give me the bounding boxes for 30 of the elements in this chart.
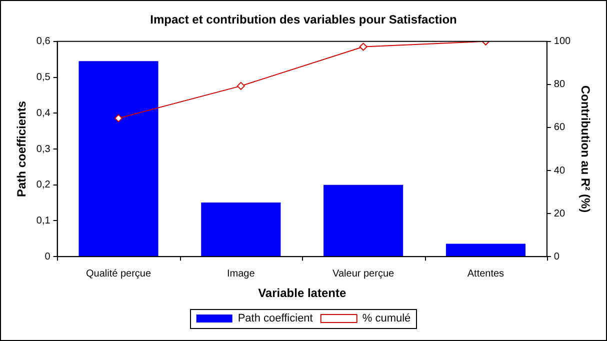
x-tick-label: Qualité perçue <box>86 268 152 280</box>
y-tick-label: 0,1 <box>36 215 51 226</box>
x-tick-label: Attentes <box>467 268 504 280</box>
y-tick-label: 0 <box>44 251 51 262</box>
bar <box>446 244 526 256</box>
y-tick-label: 0,4 <box>36 108 51 119</box>
legend-label: % cumulé <box>362 312 411 325</box>
point <box>236 82 245 90</box>
x-axis-title: Variable latente <box>258 286 346 300</box>
y2-tick-label: 100 <box>554 36 572 48</box>
y2-tick-label: 20 <box>554 208 566 220</box>
y-axis-title: Path coefficients <box>14 100 29 198</box>
y-tick-label: 0,6 <box>36 36 51 48</box>
y2-tick-label: 0 <box>554 251 560 262</box>
y-tick-label: 0,2 <box>36 180 51 191</box>
x-tick-label: Valeur perçue <box>332 268 394 280</box>
y-tick-label: 0,3 <box>36 144 51 155</box>
bar <box>201 202 281 256</box>
point <box>359 42 368 51</box>
legend-label: Path coefficient <box>238 312 313 325</box>
y2-axis-title: Contribution au R² (%) <box>578 85 592 213</box>
chart-title: Impact et contribution des variables pour Satisfaction <box>150 12 457 27</box>
point <box>114 114 123 122</box>
y-tick-label: 0,5 <box>36 72 51 84</box>
y2-tick-label: 40 <box>554 165 566 176</box>
y2-tick-label: 80 <box>554 79 566 90</box>
x-tick-label: Image <box>227 268 256 280</box>
bar <box>324 184 404 256</box>
y2-tick-label: 60 <box>554 122 566 134</box>
bar <box>78 61 158 256</box>
